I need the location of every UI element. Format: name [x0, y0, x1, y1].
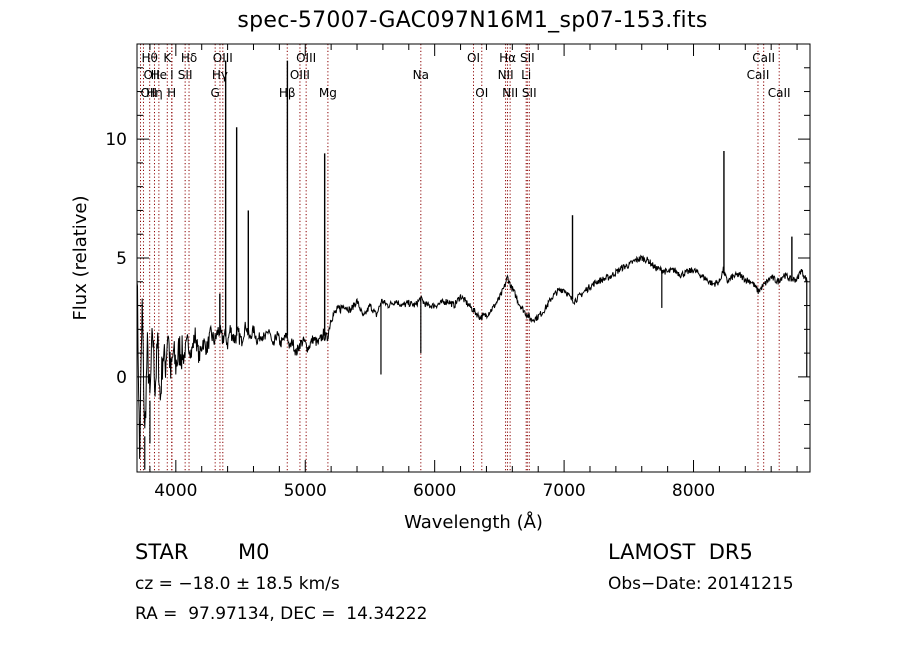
line-marker-label: SII [522, 86, 537, 100]
line-marker-label: Mg [319, 86, 337, 100]
line-marker-label: NII [502, 86, 518, 100]
line-marker-label: OI [467, 51, 480, 65]
y-tick-label: 10 [105, 130, 127, 150]
y-axis-label: Flux (relative) [70, 195, 91, 320]
observation-date: Obs−Date: 20141215 [608, 574, 794, 594]
plot-axes [136, 43, 811, 473]
line-marker-label: G [211, 86, 220, 100]
spectrum-line [136, 254, 808, 459]
line-marker-label: OI [475, 86, 488, 100]
line-marker-label: Hη [146, 86, 163, 100]
x-tick-label: 5000 [284, 481, 327, 501]
line-marker-label: Hγ [212, 68, 228, 82]
line-marker-label: OII [140, 86, 157, 100]
object-subclass: M0 [238, 540, 270, 564]
chart-title: spec-57007-GAC097N16M1_sp07-153.fits [237, 8, 708, 33]
spectrum-series [136, 60, 808, 470]
x-tick-label: 7000 [542, 481, 585, 501]
y-tick-label: 5 [116, 249, 127, 269]
line-marker-label: NII [498, 68, 514, 82]
axis-text: 4000 5000 6000 7000 8000 0 5 10 Wavelength (Å) Fl… [70, 130, 715, 533]
redshift-velocity: cz = −18.0 ± 18.5 km/s [135, 574, 340, 594]
line-marker-label: H [167, 86, 176, 100]
line-marker-label: OII [143, 68, 160, 82]
coordinates: RA = 97.97134, DEC = 14.34222 [135, 604, 428, 624]
object-class: STAR [135, 540, 189, 564]
line-marker-label: Li [521, 68, 531, 82]
line-marker-label: Hδ [181, 51, 197, 65]
x-tick-label: 8000 [672, 481, 715, 501]
x-axis-label: Wavelength (Å) [404, 511, 543, 533]
survey-name: LAMOST DR5 [608, 540, 753, 564]
line-marker-label: I [170, 68, 174, 82]
line-marker-label: CaII [752, 51, 775, 65]
line-marker-label: SII [178, 68, 193, 82]
spectral-line-labels: OII OII Hθ Hη He K HI SII Hδ G Hγ OIII Hβ OIII OIII Mg N… [140, 51, 790, 100]
line-marker-label: OIII [213, 51, 233, 65]
line-marker-label: CaII [768, 86, 791, 100]
line-marker-label: CaII [747, 68, 770, 82]
line-marker-label: Na [413, 68, 429, 82]
line-marker-label: OIII [290, 68, 310, 82]
line-marker-label: SII [520, 51, 535, 65]
line-marker-label: Hα [499, 51, 516, 65]
line-marker-label: OIII [296, 51, 316, 65]
line-marker-label: He [151, 68, 167, 82]
y-tick-label: 0 [116, 368, 127, 388]
line-marker-label: Hθ [141, 51, 157, 65]
x-tick-label: 6000 [413, 481, 456, 501]
x-tick-label: 4000 [154, 481, 197, 501]
line-marker-label: Hβ [279, 86, 296, 100]
line-marker-label: K [163, 51, 172, 65]
